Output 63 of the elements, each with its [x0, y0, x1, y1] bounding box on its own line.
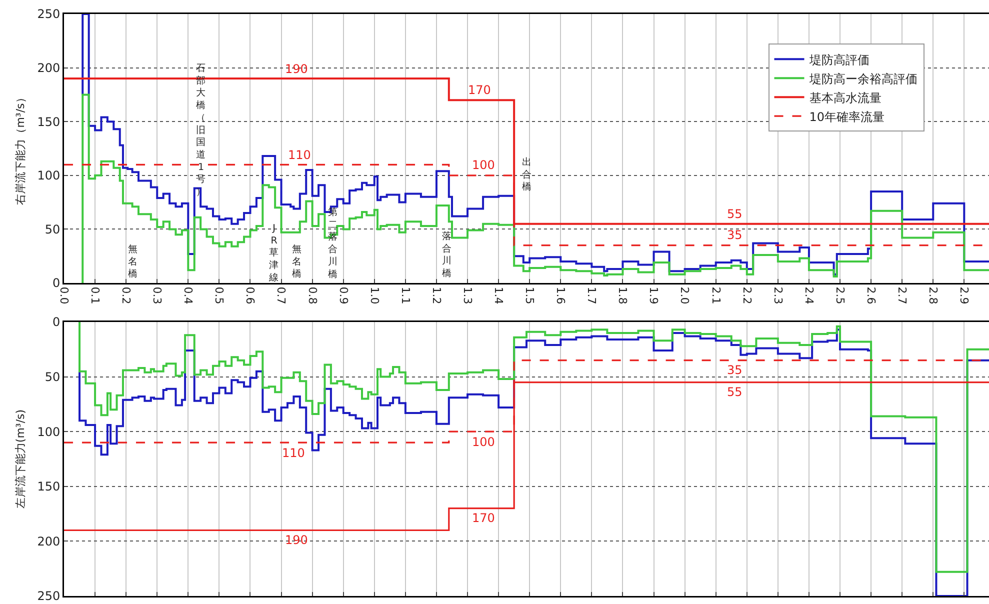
x-tick-label: 1.9 — [647, 286, 660, 304]
x-tick-label: 2.6 — [864, 286, 878, 304]
y-tick-label: 100 — [37, 168, 60, 183]
y-tick-label: 250 — [37, 7, 60, 22]
x-tick-label: 2.3 — [771, 286, 784, 304]
annotation: 出合橋 — [522, 156, 532, 193]
x-tick-label: 0.5 — [212, 286, 226, 304]
y-axis-title: 左岸流下能力(m³/s) — [14, 409, 28, 509]
legend-label: 堤防高ー余裕高評価 — [808, 72, 918, 86]
annotation: 110 — [282, 446, 305, 460]
x-tick-label: 1.6 — [554, 286, 568, 304]
annotation: 170 — [468, 83, 491, 97]
y-tick-label: 50 — [44, 222, 60, 236]
annotation: 無名橋 — [128, 243, 138, 280]
y-tick-label: 150 — [37, 480, 60, 494]
x-tick-label: 0.2 — [120, 286, 133, 304]
y-tick-label: 50 — [44, 370, 60, 384]
annotation: 110 — [288, 148, 311, 162]
annotation: 100 — [472, 435, 495, 449]
annotation: 35 — [727, 363, 742, 377]
y-tick-label: 250 — [37, 589, 60, 604]
x-tick-label: 1.1 — [398, 286, 412, 304]
y-axis-title: 右岸流下能力（m³/s） — [14, 92, 28, 205]
x-tick-label: 2.5 — [833, 286, 846, 304]
y-tick-label: 150 — [37, 114, 60, 129]
x-tick-label: 1.3 — [460, 286, 474, 304]
y-tick-label: 200 — [37, 534, 60, 548]
annotation: 55 — [727, 207, 742, 221]
annotation: 落合川橋 — [442, 230, 452, 280]
x-tick-label: 1.0 — [368, 286, 381, 304]
annotation: 190 — [285, 533, 308, 547]
x-tick-label: 1.5 — [523, 286, 536, 304]
y-tick-label: 200 — [37, 61, 60, 75]
annotation: 100 — [472, 158, 495, 172]
x-tick-label: 0.4 — [182, 286, 195, 304]
annotation: 170 — [472, 511, 495, 525]
x-tick-label: 2.9 — [958, 286, 971, 304]
x-tick-label: 2.7 — [896, 286, 909, 304]
x-tick-label: 2.8 — [926, 286, 940, 304]
x-tick-label: 0.6 — [244, 286, 257, 304]
x-tick-label: 0.7 — [274, 286, 288, 304]
annotation: 無名橋 — [292, 243, 302, 280]
x-tick-label: 1.7 — [585, 286, 598, 304]
y-tick-label: 100 — [37, 424, 60, 439]
x-tick-label: 2.1 — [709, 286, 722, 304]
legend-label: 堤防高評価 — [808, 52, 870, 67]
x-tick-label: 0.9 — [336, 286, 350, 304]
x-tick-label: 2.0 — [678, 286, 692, 304]
x-tick-label: 0.1 — [88, 286, 102, 304]
annotation: JR草津線 — [268, 223, 279, 284]
annotation: 190 — [285, 62, 308, 76]
annotation: 35 — [727, 228, 742, 242]
x-tick-label: 0.8 — [306, 286, 319, 304]
x-tick-label: 1.8 — [616, 286, 630, 304]
x-tick-label: 1.4 — [492, 286, 505, 304]
x-tick-label: 2.4 — [802, 286, 816, 304]
legend-label: 10年確率流量 — [809, 110, 885, 124]
annotation: 55 — [727, 385, 742, 399]
y-tick-label: 0 — [52, 315, 60, 330]
x-tick-label: 0.3 — [150, 286, 164, 304]
x-tick-label: 2.2 — [740, 286, 754, 304]
x-tick-label: 1.2 — [430, 286, 443, 304]
legend-label: 基本高水流量 — [809, 90, 882, 105]
